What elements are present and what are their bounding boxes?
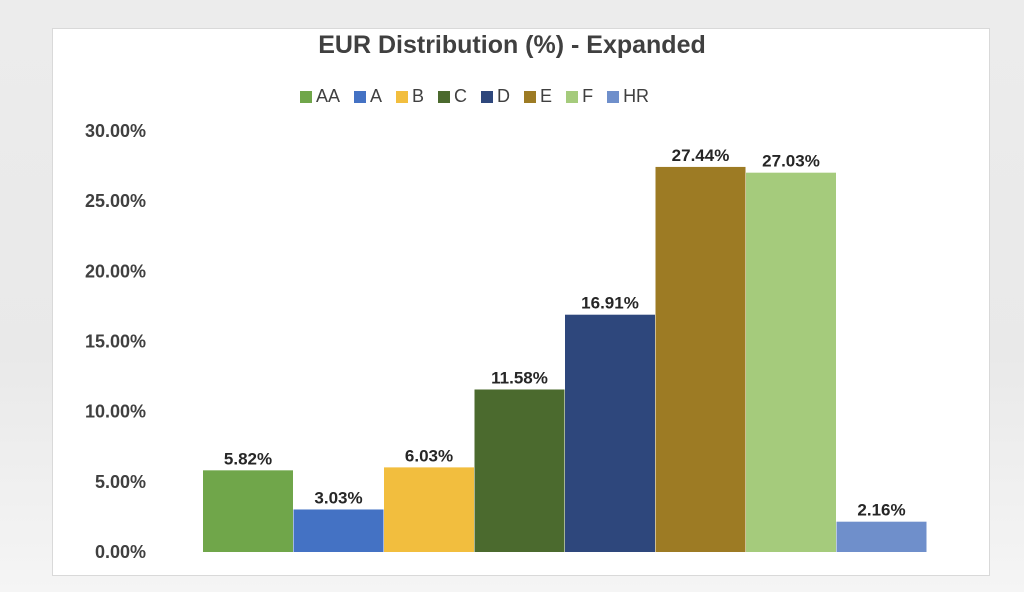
legend-label: A — [370, 86, 383, 106]
legend-label: B — [412, 86, 425, 106]
legend-label: AA — [316, 86, 341, 106]
data-label-aa: 5.82% — [224, 449, 272, 468]
data-label-c: 11.58% — [491, 368, 548, 387]
bar-b — [384, 467, 474, 552]
data-label-f: 27.03% — [762, 152, 820, 171]
bar-d — [565, 314, 655, 552]
bar-hr — [836, 521, 927, 552]
data-label-e: 27.44% — [672, 146, 730, 165]
data-label-a: 3.03% — [314, 488, 362, 507]
legend-item-b: B — [396, 86, 424, 107]
chart-title: EUR Distribution (%) - Expanded — [318, 31, 706, 59]
legend-swatch — [566, 90, 579, 103]
legend-item-a: A — [354, 86, 382, 107]
y-tick-label: 15.00% — [85, 332, 146, 352]
legend-label: D — [497, 86, 511, 106]
bar-f — [746, 172, 836, 552]
y-tick-label: 30.00% — [85, 121, 146, 141]
legend-swatch — [524, 90, 537, 103]
legend-label: E — [540, 86, 553, 106]
legend-swatch — [354, 90, 367, 103]
chart-legend: AA A B C D E F HR — [300, 86, 649, 107]
legend-swatch — [300, 90, 312, 103]
bar-e — [655, 166, 746, 552]
y-tick-label: 25.00% — [85, 191, 146, 211]
legend-swatch — [396, 90, 409, 103]
legend-label: HR — [623, 86, 650, 106]
data-label-d: 16.91% — [581, 294, 639, 313]
bar-aa — [203, 470, 293, 552]
legend-item-e: E — [524, 86, 552, 107]
y-tick-label: 5.00% — [95, 472, 146, 492]
legend-swatch — [481, 90, 494, 103]
y-tick-label: 10.00% — [85, 402, 146, 422]
bar-c — [474, 389, 565, 552]
legend-item-hr: HR — [607, 86, 649, 107]
data-label-hr: 2.16% — [857, 501, 905, 520]
y-tick-label: 0.00% — [95, 542, 146, 562]
legend-item-d: D — [481, 86, 510, 107]
legend-swatch — [607, 90, 620, 103]
legend-label: F — [582, 86, 594, 106]
y-tick-label: 20.00% — [85, 261, 146, 281]
legend-swatch — [438, 90, 451, 103]
legend-item-c: C — [438, 86, 467, 107]
bar-a — [293, 509, 384, 552]
legend-item-f: F — [566, 86, 593, 107]
legend-item-aa: AA — [300, 86, 340, 107]
legend-label: C — [454, 86, 468, 106]
data-label-b: 6.03% — [405, 446, 453, 465]
